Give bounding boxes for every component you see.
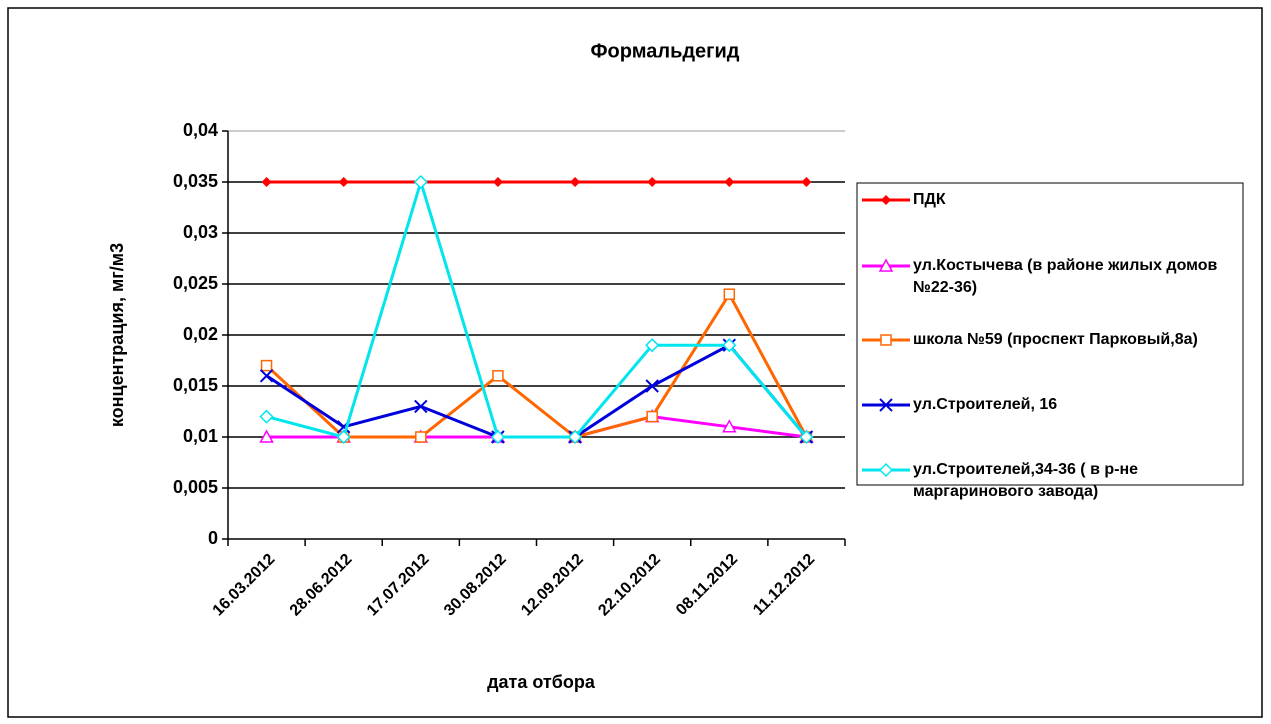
marker	[801, 176, 812, 188]
y-tick-label: 0,04	[183, 120, 218, 140]
marker	[492, 370, 504, 382]
chart-title: Формальдегид	[590, 40, 739, 62]
marker	[878, 462, 894, 478]
marker	[414, 399, 428, 414]
marker	[724, 176, 735, 188]
y-tick-label: 0,005	[173, 477, 218, 497]
marker	[492, 176, 503, 188]
x-axis-label: дата отбора	[487, 672, 596, 692]
marker	[880, 334, 892, 346]
marker	[645, 379, 659, 393]
y-tick-label: 0	[208, 528, 218, 548]
series-line	[266, 176, 808, 439]
y-axis-label: концентрация, мг/м3	[107, 243, 127, 427]
legend-label: школа №59 (проспект Парковый,8а)	[913, 331, 1198, 348]
marker	[261, 176, 272, 188]
marker	[723, 288, 736, 300]
marker	[878, 258, 894, 272]
marker	[570, 176, 581, 188]
marker	[336, 429, 351, 445]
legend-box	[856, 182, 1244, 486]
y-tick-label: 0,015	[173, 375, 218, 395]
y-tick-label: 0,01	[183, 426, 218, 446]
series-line	[265, 291, 808, 439]
y-tick-label: 0,02	[183, 324, 218, 344]
marker	[722, 419, 737, 433]
marker	[722, 338, 737, 353]
marker	[799, 429, 814, 445]
marker	[880, 194, 892, 206]
marker	[259, 409, 274, 424]
marker	[338, 176, 349, 188]
legend-label: ПДК	[913, 191, 946, 208]
marker	[646, 410, 658, 423]
legend-label: ул.Строителей, 16	[913, 396, 1058, 413]
marker	[645, 338, 660, 353]
marker	[260, 359, 273, 372]
legend-label: ул.Костычева (в районе жилых домов №22-3…	[913, 257, 1218, 296]
marker	[879, 398, 893, 412]
marker	[415, 431, 427, 443]
y-tick-label: 0,025	[173, 273, 218, 293]
y-tick-label: 0,035	[173, 171, 218, 191]
legend-label: ул.Строителей,34-36 ( в р-не маргариново…	[913, 461, 1139, 500]
marker	[568, 429, 583, 445]
marker	[413, 174, 428, 190]
marker	[259, 429, 274, 443]
y-tick-label: 0,03	[183, 222, 218, 242]
marker	[647, 176, 658, 188]
marker	[490, 429, 505, 445]
marker	[259, 369, 274, 383]
